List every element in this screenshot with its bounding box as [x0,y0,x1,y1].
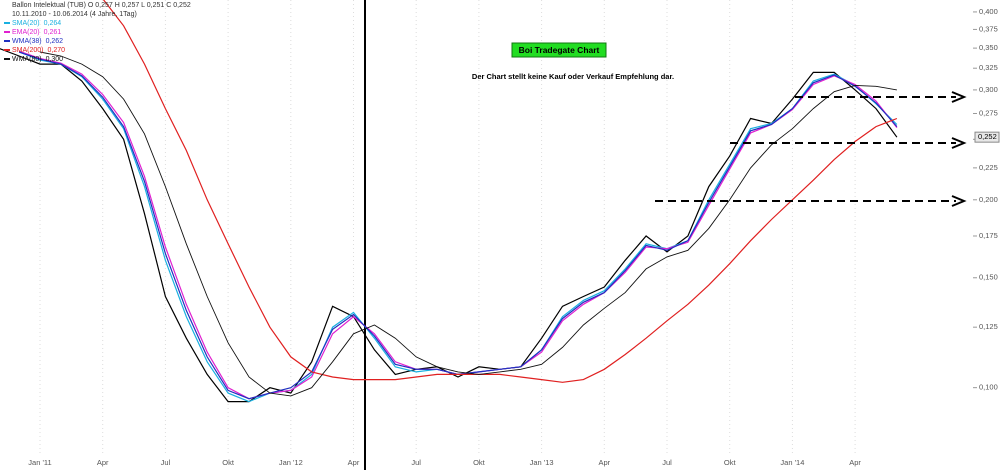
y-tick-label: 0,275 [979,108,998,117]
legend-label: EMA(20) [12,29,40,36]
y-tick-label: 0,350 [979,43,998,52]
legend-value: 0,270 [48,47,66,54]
arrow-head [951,137,967,149]
x-tick-label: Jul [411,458,421,467]
x-tick-label: Apr [348,458,360,467]
chart-subtitle: Der Chart stellt keine Kauf oder Verkauf… [472,72,674,81]
chart-title: Boi Tradegate Chart [519,45,600,55]
legend-value: 0,300 [46,56,64,63]
x-tick-label: Jan '14 [780,458,804,467]
y-tick-label: 0,375 [979,24,998,33]
legend-label: WMA(80) [12,56,42,63]
y-tick-label: 0,400 [979,7,998,16]
legend-value: 0,262 [46,38,64,45]
x-tick-label: Okt [222,458,235,467]
x-tick-label: Okt [473,458,486,467]
x-tick-label: Jul [662,458,672,467]
y-tick-label: 0,100 [979,383,998,392]
legend-text: 10.11.2010 - 10.06.2014 (4 Jahre, 1Tag) [12,11,137,18]
series-line [39,51,897,397]
legend-value: 0,261 [44,29,62,36]
y-tick-label: 0,325 [979,63,998,72]
legend-label: SMA(200) [12,47,44,54]
y-tick-label: 0,175 [979,231,998,240]
title-box [511,42,607,58]
level-lines [655,91,967,207]
legend-label: SMA(20) [12,20,40,27]
plot-area [0,0,898,403]
x-tick-label: Apr [849,458,861,467]
x-tick-label: Apr [97,458,109,467]
legend: Ballon Intelektual (TUB) O 0,257 H 0,257… [4,2,191,63]
y-tick-label: 0,150 [979,273,998,282]
price-tag [974,131,1000,143]
x-tick-label: Jan '12 [279,458,303,467]
arrow-head [951,91,967,103]
arrow-head [951,195,967,207]
x-tick-label: Jan '13 [530,458,554,467]
legend-text: Ballon Intelektual (TUB) O 0,257 H 0,257… [12,2,191,9]
y-tick-label: 0,125 [979,322,998,331]
legend-value: 0,264 [44,20,62,27]
x-tick-label: Jul [161,458,171,467]
x-tick-label: Apr [598,458,610,467]
x-tick-label: Okt [724,458,737,467]
y-tick-label: 0,225 [979,163,998,172]
price-tag-label: 0,252 [978,132,997,141]
y-tick-label: 0,200 [979,195,998,204]
x-tick-label: Jan '11 [28,458,51,467]
series-line [102,0,898,383]
y-tick-label: 0,300 [979,85,998,94]
legend-label: WMA(38) [12,38,42,45]
axes: 0,1000,1250,1500,1750,2000,2250,2500,275… [28,7,1000,467]
